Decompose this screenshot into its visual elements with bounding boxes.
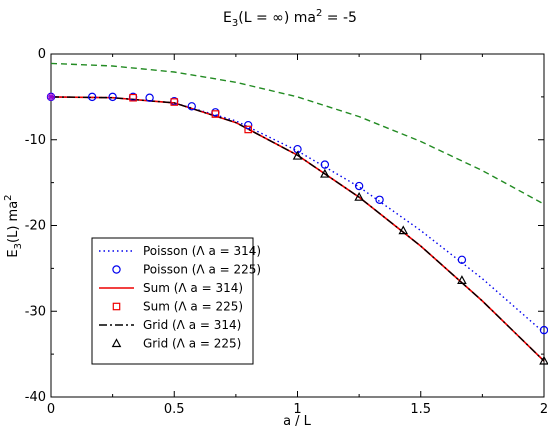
x-tick-label: 1.5 <box>410 402 431 417</box>
series-5-point <box>539 355 548 365</box>
series-5-point <box>320 168 330 178</box>
series-1-point <box>87 92 97 102</box>
series-3-point <box>170 98 179 106</box>
legend-swatch <box>112 265 121 274</box>
y-tick-label: -20 <box>25 219 46 234</box>
legend-entry: Grid (Λ a = 314) <box>143 318 241 332</box>
legend: Poisson (Λ a = 314) Poisson (Λ a = 225) Su… <box>91 237 261 365</box>
y-axis-label: E3(L) ma2 <box>3 194 24 257</box>
series-1-point <box>211 108 220 117</box>
chart-title: E3(L = ∞) ma2 = -5 <box>223 8 357 29</box>
x-axis-label: a / L <box>283 414 312 429</box>
legend-swatch <box>111 338 122 348</box>
series-3-point <box>211 110 220 118</box>
series-1-point <box>243 120 253 130</box>
legend-entry: Sum (Λ a = 314) <box>143 281 243 295</box>
series-7-point <box>47 92 55 101</box>
series-5-point <box>354 191 364 201</box>
series-1-point <box>145 93 154 102</box>
x-tick-label: 2 <box>540 402 548 417</box>
y-tick-label: 0 <box>38 47 46 62</box>
series-1-point <box>320 160 330 169</box>
legend-swatch <box>112 302 121 311</box>
series-5-point <box>398 225 409 235</box>
series-5-point <box>457 275 467 284</box>
x-tick-label: 0.5 <box>164 402 185 417</box>
y-tick-label: -10 <box>25 133 46 148</box>
series-line-6 <box>50 62 545 205</box>
x-tick-label: 1 <box>293 402 301 417</box>
series-1-point <box>187 102 196 111</box>
series-1-point <box>375 195 384 204</box>
axes: 0 0.5 1 1.5 2 0 -10 -20 -30 -40 <box>25 47 548 417</box>
legend-entry: Poisson (Λ a = 225) <box>143 263 261 277</box>
markers-layer <box>46 92 548 365</box>
series-5-point <box>292 150 303 160</box>
series-line-4 <box>50 96 545 362</box>
series-1-point <box>108 92 117 102</box>
legend-entry: Grid (Λ a = 225) <box>143 337 241 351</box>
y-tick-label: -40 <box>25 390 46 405</box>
series-1-point <box>354 181 364 191</box>
series-3-point <box>244 125 253 134</box>
legend-entry: Sum (Λ a = 225) <box>143 300 243 314</box>
legend-entry: Poisson (Λ a = 314) <box>143 244 261 258</box>
y-tick-label: -30 <box>25 304 46 319</box>
series-1-point <box>457 255 467 264</box>
series-layer <box>50 62 545 362</box>
series-3-point <box>129 93 137 102</box>
x-tick-label: 0 <box>47 402 55 417</box>
